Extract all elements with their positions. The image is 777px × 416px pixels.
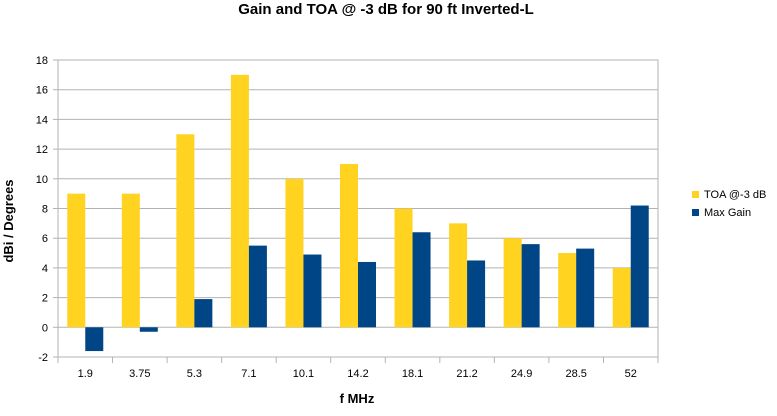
bar-toa <box>230 74 249 328</box>
y-tick-label: 18 <box>36 55 48 67</box>
bar-toa <box>285 178 304 328</box>
bar-max-gain <box>576 248 595 328</box>
bar-max-gain <box>358 261 376 328</box>
bar-max-gain <box>303 254 322 328</box>
y-tick-label: 12 <box>36 144 48 156</box>
legend-label: Max Gain <box>704 207 751 219</box>
x-tick-label: 21.2 <box>456 368 477 380</box>
bar-max-gain <box>139 327 158 332</box>
bar-toa <box>121 193 140 328</box>
x-tick-label: 28.5 <box>565 368 586 380</box>
axes: -2 0 2 4 6 8 10 12 14 16 18 1.9 3.75 5.3 7.1 10.1 14.2 18… <box>36 55 659 380</box>
bars <box>67 74 649 352</box>
bar-max-gain <box>85 327 104 352</box>
y-tick-label: -2 <box>38 352 48 364</box>
plot-frame <box>57 59 659 358</box>
legend-label: TOA @-3 dB <box>704 189 766 201</box>
bar-toa <box>176 134 195 328</box>
y-tick-label: 16 <box>36 85 48 97</box>
bar-toa <box>503 238 522 328</box>
x-tick-label: 3.75 <box>129 368 150 380</box>
y-tick-label: 6 <box>42 233 48 245</box>
y-tick-label: 8 <box>42 204 48 216</box>
bar-max-gain <box>467 260 486 328</box>
x-tick-label: 1.9 <box>78 368 93 380</box>
x-tick-label: 52 <box>625 368 637 380</box>
y-tick-label: 2 <box>42 293 48 305</box>
legend: TOA @-3 dB Max Gain <box>692 189 766 219</box>
chart-title: Gain and TOA @ -3 dB for 90 ft Inverted-… <box>238 1 534 18</box>
legend-swatch <box>692 209 699 216</box>
bar-toa <box>394 208 413 328</box>
x-tick-label: 24.9 <box>511 368 532 380</box>
bar-toa <box>67 193 86 328</box>
bar-max-gain <box>630 205 649 328</box>
y-tick-label: 0 <box>42 322 48 334</box>
y-tick-label: 14 <box>36 114 48 126</box>
bar-toa <box>558 253 577 328</box>
y-tick-label: 4 <box>42 263 48 275</box>
x-tick-label: 7.1 <box>241 368 256 380</box>
x-tick-label: 10.1 <box>293 368 314 380</box>
bar-max-gain <box>194 299 213 328</box>
legend-swatch <box>692 191 699 198</box>
y-axis-label: dBi / Degrees <box>1 179 16 262</box>
bar-toa <box>612 267 631 328</box>
x-tick-label: 5.3 <box>187 368 202 380</box>
x-tick-label: 18.1 <box>402 368 423 380</box>
bar-max-gain <box>412 232 431 328</box>
x-axis-label: f MHz <box>340 391 375 406</box>
bar-toa <box>340 163 358 328</box>
y-tick-label: 10 <box>36 174 48 186</box>
bar-max-gain <box>248 245 267 328</box>
bar-toa <box>449 223 468 328</box>
bar-max-gain <box>521 244 540 328</box>
x-tick-label: 14.2 <box>347 368 368 380</box>
